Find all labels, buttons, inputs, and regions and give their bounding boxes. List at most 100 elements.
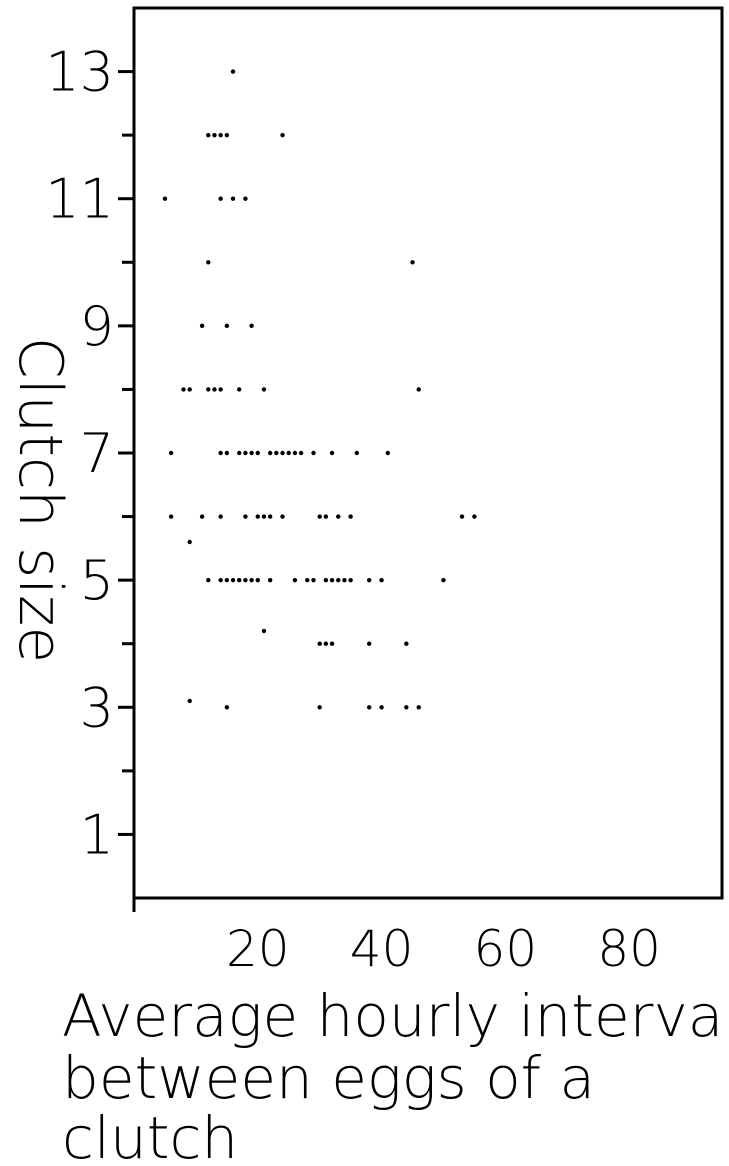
data-point [354, 450, 360, 456]
data-point [218, 132, 223, 138]
data-point [329, 577, 335, 583]
data-point [404, 705, 409, 710]
data-point [367, 705, 372, 710]
data-point [230, 69, 236, 74]
data-point [224, 705, 230, 710]
data-point [243, 577, 248, 583]
data-point [267, 577, 273, 583]
data-point [323, 514, 329, 519]
data-point [280, 132, 285, 138]
data-point [261, 387, 267, 392]
data-point [199, 323, 205, 329]
data-point [379, 705, 384, 710]
data-point [267, 450, 273, 456]
data-point [317, 641, 322, 646]
data-point [472, 514, 477, 519]
data-point [336, 577, 341, 583]
data-point [292, 577, 298, 583]
data-point [168, 450, 174, 456]
data-point [249, 577, 254, 583]
data-point [367, 577, 372, 583]
data-point [237, 450, 242, 456]
data-point [379, 577, 384, 583]
data-point [298, 450, 304, 456]
data-point [305, 577, 310, 583]
data-point [168, 514, 174, 519]
data-point [206, 132, 211, 138]
x-axis: 20 40 60 80 [132, 898, 661, 978]
x-tick-label: 20 [226, 920, 290, 978]
x-tick-label: 80 [597, 920, 661, 978]
data-point [342, 577, 347, 583]
data-point [237, 577, 242, 583]
data-point [187, 698, 192, 704]
data-point [416, 387, 421, 392]
x-tick-label: 60 [474, 920, 538, 978]
data-point [224, 450, 230, 456]
data-point [255, 514, 260, 519]
data-point [230, 196, 236, 201]
data-point [162, 196, 168, 201]
data-point [243, 514, 248, 519]
data-point [181, 387, 186, 392]
data-point [267, 514, 273, 519]
data-point [187, 387, 192, 392]
data-point [237, 387, 242, 392]
y-tick-label: 1 [80, 803, 114, 866]
data-point [274, 450, 279, 456]
data-point [255, 450, 260, 456]
y-tick-label: 7 [80, 422, 114, 485]
data-point [459, 514, 465, 519]
data-point [206, 387, 211, 392]
data-point [218, 450, 223, 456]
data-point [292, 450, 298, 456]
data-point [416, 705, 421, 710]
data-point [243, 450, 248, 456]
y-tick-label: 9 [80, 295, 114, 358]
data-point [255, 577, 260, 583]
data-points [162, 69, 477, 710]
data-point [404, 641, 409, 646]
data-point [218, 387, 223, 392]
data-point [212, 387, 217, 392]
data-point [243, 196, 248, 201]
data-point [323, 641, 329, 646]
data-point [206, 577, 211, 583]
data-point [206, 260, 211, 265]
data-point [218, 196, 223, 201]
data-point [329, 450, 335, 456]
data-point [187, 539, 192, 545]
data-point [410, 260, 415, 265]
data-point [317, 514, 322, 519]
x-tick-label: 40 [350, 920, 414, 978]
y-axis-label: Clutch size [5, 337, 75, 664]
data-point [317, 705, 322, 710]
data-point [311, 577, 316, 583]
y-tick-label: 5 [80, 549, 114, 612]
data-point [329, 641, 335, 646]
data-point [249, 323, 254, 329]
data-point [249, 450, 254, 456]
data-point [224, 323, 230, 329]
data-point [286, 450, 291, 456]
data-point [224, 577, 230, 583]
data-point [212, 132, 217, 138]
data-point [323, 577, 329, 583]
data-point [230, 577, 236, 583]
data-point [441, 577, 446, 583]
data-point [261, 514, 267, 519]
data-point [385, 450, 390, 456]
x-axis-label-line-1: Average hourly interval [62, 982, 729, 1050]
data-point [280, 450, 285, 456]
data-point [336, 514, 341, 519]
y-tick-label: 13 [45, 41, 114, 104]
data-point [280, 514, 285, 519]
data-point [367, 641, 372, 646]
x-axis-label-line-3: clutch [62, 1104, 238, 1166]
y-tick-label: 3 [80, 676, 114, 739]
y-tick-label: 11 [45, 168, 114, 231]
x-axis-label-line-2: between eggs of a [62, 1044, 595, 1112]
data-point [218, 514, 223, 519]
